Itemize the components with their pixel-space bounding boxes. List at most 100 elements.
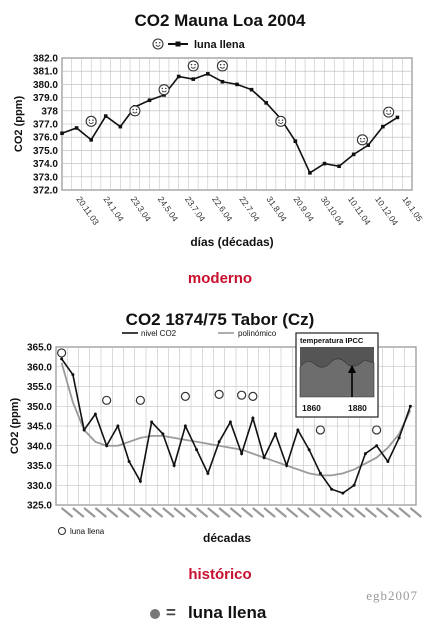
chart1-ytick-label: 376.0 <box>33 133 58 144</box>
chart1-legend-moon-icon-eye-r <box>159 42 161 44</box>
inset-xlabel-1860: 1860 <box>302 403 321 413</box>
chart2-xtick-mark <box>240 507 254 518</box>
chart2-full-moon-marker <box>248 391 258 401</box>
chart2-data-point <box>307 448 311 452</box>
chart2-ytick-label: 345.0 <box>27 422 52 433</box>
chart1-full-moon-marker <box>216 60 228 72</box>
tabor-chart: CO2 1874/75 Tabor (Cz) nivel CO2 polinómic… <box>0 295 440 563</box>
chart1-series-line <box>61 72 398 175</box>
chart1-full-moon-marker <box>129 105 141 117</box>
full-moon-key: = luna llena <box>150 603 266 623</box>
chart2-xtick-mark <box>398 507 411 518</box>
chart1-data-point <box>60 131 64 136</box>
chart1-full-moon-marker-smile <box>219 66 226 69</box>
chart1-data-point <box>103 114 108 118</box>
chart1-xtick-label: 22.6.04 <box>210 194 235 223</box>
chart1-full-moon-marker-smile <box>161 90 167 93</box>
chart1-full-moon-marker-eye-l <box>386 110 388 112</box>
chart2-data-point <box>60 357 64 361</box>
chart1-full-moon-marker <box>275 115 287 127</box>
chart1-xtick-label: 23.7.04 <box>183 194 208 223</box>
chart2-full-moon-marker <box>102 395 112 405</box>
chart2-data-point <box>172 464 176 467</box>
chart2-xtick-mark <box>139 507 153 518</box>
chart1-xtick-label: 16.1.05 <box>400 194 425 223</box>
chart1-full-moon-marker-eye-l <box>278 119 280 121</box>
tabor-svg: CO2 1874/75 Tabor (Cz)nivel CO2 polinómic… <box>9 310 423 545</box>
chart2-xtick-mark <box>94 507 108 518</box>
chart2-legend-trend-label: polinómico <box>238 329 277 338</box>
chart1-ytick-label: 381.0 <box>33 67 58 78</box>
chart1-full-moon-marker-eye-r <box>165 87 167 90</box>
chart1-xtick-label: 24.1.04 <box>102 194 127 223</box>
chart2-moon-legend-label: luna llena <box>70 527 105 536</box>
chart2-data-point <box>285 464 289 467</box>
inset-arrow-head <box>348 365 356 373</box>
chart2-xtick-mark <box>387 507 400 518</box>
mauna-loa-svg: CO2 Mauna Loa 2004 luna llena 382.0 381.0 38… <box>13 11 425 249</box>
chart1-ytick-label: 374.0 <box>33 159 58 170</box>
chart1-full-moon-marker-eye-l <box>190 63 193 66</box>
chart1-ytick-label: 382.0 <box>33 54 58 65</box>
chart1-full-moon-marker-smile <box>132 111 138 114</box>
chart2-data-point <box>206 471 210 475</box>
full-moon-key-icon <box>150 608 160 619</box>
chart2-trend-line <box>60 362 412 477</box>
chart2-xtick-mark <box>184 507 198 518</box>
chart1-full-moon-marker-eye-r <box>194 63 196 66</box>
chart2-xtick-mark <box>319 507 333 518</box>
chart1-ytick-label: 379.0 <box>33 93 58 104</box>
chart1-ytick-label: 372.0 <box>33 186 58 197</box>
chart1-ytick-label: 378 <box>41 106 58 117</box>
inset-xlabel-1880: 1880 <box>348 403 367 413</box>
chart2-full-moon-marker <box>237 390 247 400</box>
chart2-xtick-mark <box>252 507 265 518</box>
chart1-data-point <box>308 171 312 175</box>
chart2-data-point <box>138 479 142 483</box>
chart1-legend-moon-icon-eye-l <box>155 42 157 44</box>
chart2-ytick-label: 355.0 <box>27 382 52 393</box>
chart2-xtick-mark <box>297 507 310 518</box>
chart1-full-moon-marker <box>383 106 395 118</box>
chart1-data-point <box>381 124 385 129</box>
chart1-xlabel: días (décadas) <box>190 235 273 249</box>
chart1-legend-moon-icon <box>152 38 164 50</box>
chart1-legend-moon-icon-smile <box>155 44 161 47</box>
chart2-xtick-mark <box>263 507 276 518</box>
chart1-ytick-label: 377.0 <box>33 120 58 131</box>
chart2-xtick-mark <box>274 507 288 518</box>
chart2-ytick-label: 350.0 <box>27 402 52 413</box>
chart2-xtick-mark <box>105 507 119 518</box>
chart2-data-point <box>408 404 412 408</box>
chart2-data-point <box>217 440 221 444</box>
chart1-data-point <box>337 164 341 169</box>
chart1-data-point <box>89 138 93 142</box>
chart1-full-moon-marker-eye-r <box>389 110 392 112</box>
chart1-data-point <box>351 152 356 157</box>
chart2-xtick-mark <box>229 507 243 518</box>
caption-modern: moderno <box>187 270 253 287</box>
chart2-xtick-mark <box>150 507 164 518</box>
chart1-full-moon-marker-eye-r <box>363 137 365 140</box>
chart2-data-point <box>195 448 199 452</box>
chart1-xtick-label: 22.7.04 <box>237 194 262 223</box>
chart2-full-moon-marker <box>315 425 325 435</box>
chart2-data-point <box>273 432 277 436</box>
chart2-legend-co2-label: nivel CO2 <box>141 329 177 338</box>
chart2-full-moon-marker <box>214 389 224 400</box>
chart1-full-moon-marker-eye-r <box>281 119 284 121</box>
chart1-ytick-label: 375.0 <box>33 146 58 157</box>
chart1-ylabel: CO2 (ppm) <box>13 96 25 153</box>
chart1-data-point <box>293 139 298 143</box>
chart1-data-point <box>206 72 210 76</box>
chart2-full-moon-marker <box>180 391 190 401</box>
chart2-data-point <box>150 420 154 424</box>
chart1-full-moon-marker-smile <box>359 140 366 143</box>
key-label: luna llena <box>187 603 267 622</box>
chart2-data-point <box>251 416 255 420</box>
chart2-ytick-label: 365.0 <box>27 343 52 354</box>
chart2-moon-legend-icon <box>57 526 67 536</box>
chart1-xtick-label: 23.3.04 <box>129 194 154 223</box>
chart2-xtick-mark <box>207 507 220 518</box>
chart1-data-point <box>147 98 152 103</box>
